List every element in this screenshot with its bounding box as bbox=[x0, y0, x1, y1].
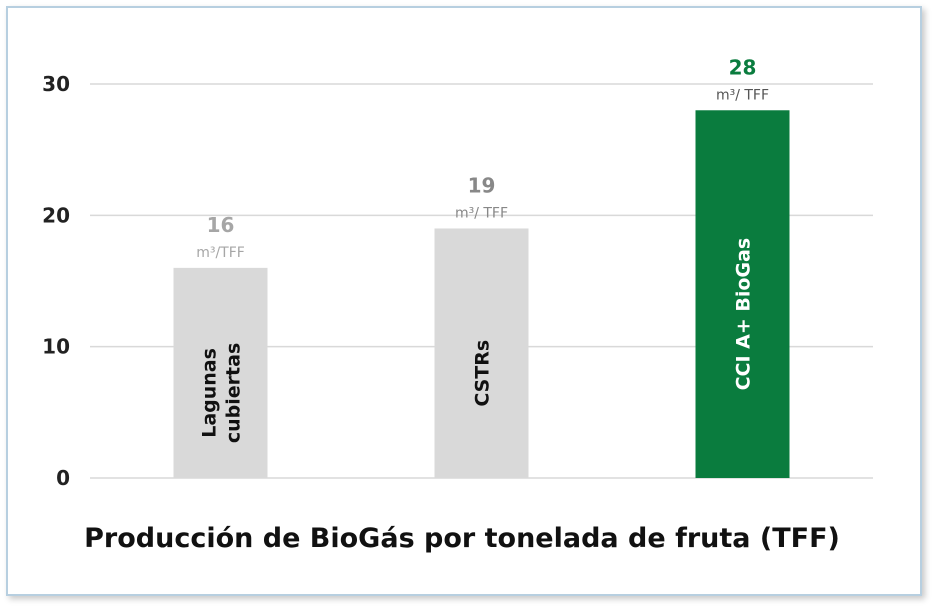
y-tick-label: 0 bbox=[56, 466, 70, 490]
bar-group: 19 m³/ TFF CSTRs bbox=[434, 173, 529, 478]
unit-label: m³/TFF bbox=[196, 245, 245, 261]
unit-label: m³/ TFF bbox=[455, 205, 508, 221]
category-label: CCI A+ BioGas bbox=[733, 238, 755, 391]
bar bbox=[434, 228, 529, 478]
category-label: CSTRs bbox=[472, 340, 494, 407]
bars: 16 m³/TFF Lagunas cubiertas 19 m³/ TFF CSTRs 28… bbox=[173, 55, 790, 479]
bar bbox=[695, 110, 790, 479]
value-label: 28 bbox=[729, 55, 757, 79]
chart-title: Producción de BioGás por tonelada de fru… bbox=[84, 523, 840, 554]
category-label-line: CSTRs bbox=[472, 340, 494, 407]
bar-group: 28 m³/ TFF CCI A+ BioGas bbox=[695, 55, 790, 479]
bar-group: 16 m³/TFF Lagunas cubiertas bbox=[173, 213, 268, 478]
y-tick-label: 30 bbox=[42, 72, 70, 96]
y-tick-label: 10 bbox=[42, 335, 70, 359]
category-label-line: cubiertas bbox=[223, 343, 245, 443]
value-label: 16 bbox=[207, 213, 235, 237]
y-axis-ticks: 0 10 20 30 bbox=[42, 72, 70, 490]
category-label-line: CCI A+ BioGas bbox=[733, 238, 755, 391]
y-tick-label: 20 bbox=[42, 203, 70, 227]
category-label-line: Lagunas bbox=[199, 348, 221, 438]
bar bbox=[173, 267, 268, 478]
unit-label: m³/ TFF bbox=[716, 87, 769, 103]
value-label: 19 bbox=[468, 173, 496, 197]
category-label: Lagunas cubiertas bbox=[199, 343, 245, 443]
